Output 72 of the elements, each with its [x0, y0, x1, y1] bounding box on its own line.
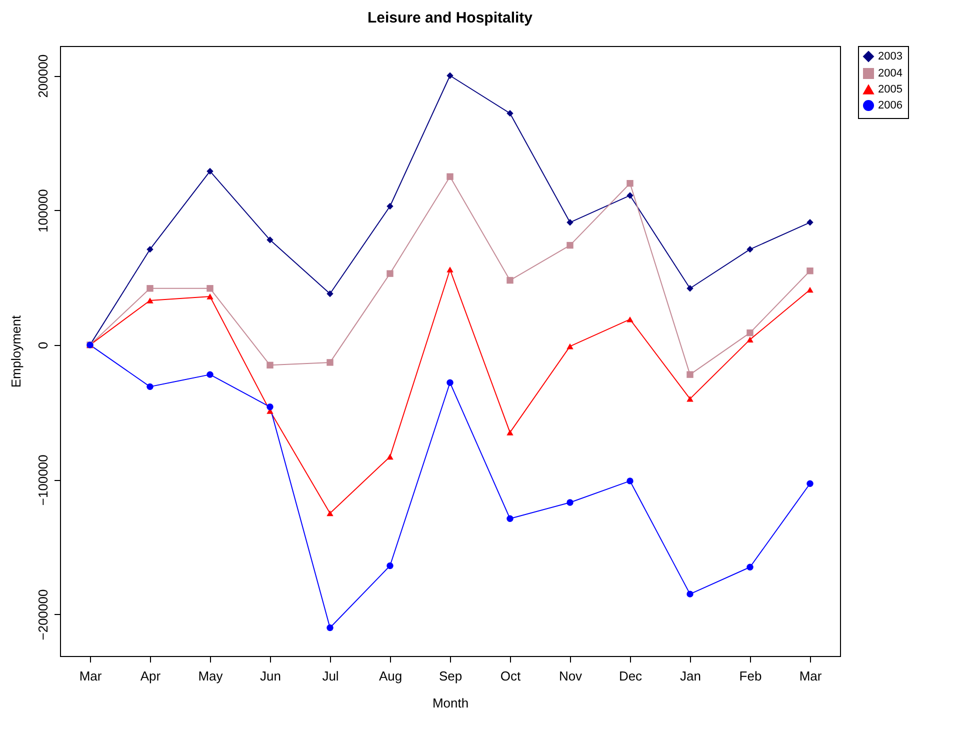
point — [686, 590, 694, 598]
point — [626, 180, 634, 187]
point — [446, 173, 454, 180]
point — [746, 336, 754, 342]
point — [506, 276, 514, 284]
x-tick-label: Jul — [322, 668, 339, 684]
x-tick-label: May — [198, 668, 224, 684]
point — [146, 383, 154, 390]
point — [686, 371, 694, 378]
point — [446, 266, 454, 272]
y-tick-label: −200000 — [36, 589, 50, 640]
point — [266, 404, 274, 410]
point — [806, 480, 814, 487]
point — [566, 242, 574, 249]
point — [626, 192, 634, 199]
x-tick-label: Mar — [799, 668, 822, 684]
x-tick-label: Aug — [378, 668, 402, 684]
point — [746, 246, 754, 253]
x-tick-label: Oct — [500, 668, 521, 684]
point — [326, 510, 334, 516]
point — [806, 286, 814, 293]
x-tick-label: Nov — [558, 668, 583, 684]
point — [326, 624, 334, 632]
chart-title: Leisure and Hospitality — [367, 10, 534, 26]
x-tick-label: Mar — [79, 668, 102, 684]
point — [746, 564, 754, 570]
point — [746, 329, 754, 336]
y-tick-label: 0 — [36, 342, 50, 350]
x-tick-label: Feb — [739, 668, 762, 684]
x-tick-label: Apr — [140, 668, 162, 684]
y-tick-label: −100000 — [36, 454, 50, 506]
point — [386, 454, 394, 460]
point — [386, 202, 394, 210]
point — [326, 290, 334, 298]
point — [446, 72, 454, 79]
point — [326, 359, 334, 366]
point — [386, 562, 394, 570]
point — [206, 168, 214, 175]
point — [566, 219, 574, 226]
point — [626, 316, 634, 322]
point — [146, 298, 154, 304]
x-tick-label: Jan — [680, 668, 701, 684]
x-tick-label: Jun — [260, 668, 281, 684]
point — [806, 219, 814, 226]
point — [566, 343, 574, 350]
point — [806, 268, 814, 274]
point — [686, 285, 694, 292]
x-tick-label: Sep — [438, 668, 462, 684]
point — [686, 396, 694, 402]
point — [506, 430, 514, 436]
legend-label: 2003 — [878, 50, 902, 62]
point — [266, 362, 274, 368]
y-tick-label: 200000 — [36, 54, 50, 98]
legend-label: 2005 — [878, 84, 902, 96]
point — [266, 236, 274, 244]
y-tick-label: 100000 — [36, 189, 50, 232]
point — [206, 285, 214, 292]
point — [626, 478, 634, 484]
x-tick-label: Dec — [618, 668, 643, 684]
legend-label: 2004 — [878, 68, 902, 80]
x-axis-title: Month — [432, 696, 469, 710]
point — [386, 270, 394, 277]
point — [566, 499, 574, 506]
point — [506, 515, 514, 522]
point — [206, 294, 214, 300]
point — [146, 246, 154, 253]
legend-label: 2006 — [878, 100, 902, 112]
point — [206, 371, 214, 378]
point — [146, 285, 154, 292]
point — [506, 110, 514, 117]
point — [446, 379, 454, 386]
y-axis-title: Employment — [8, 314, 24, 388]
